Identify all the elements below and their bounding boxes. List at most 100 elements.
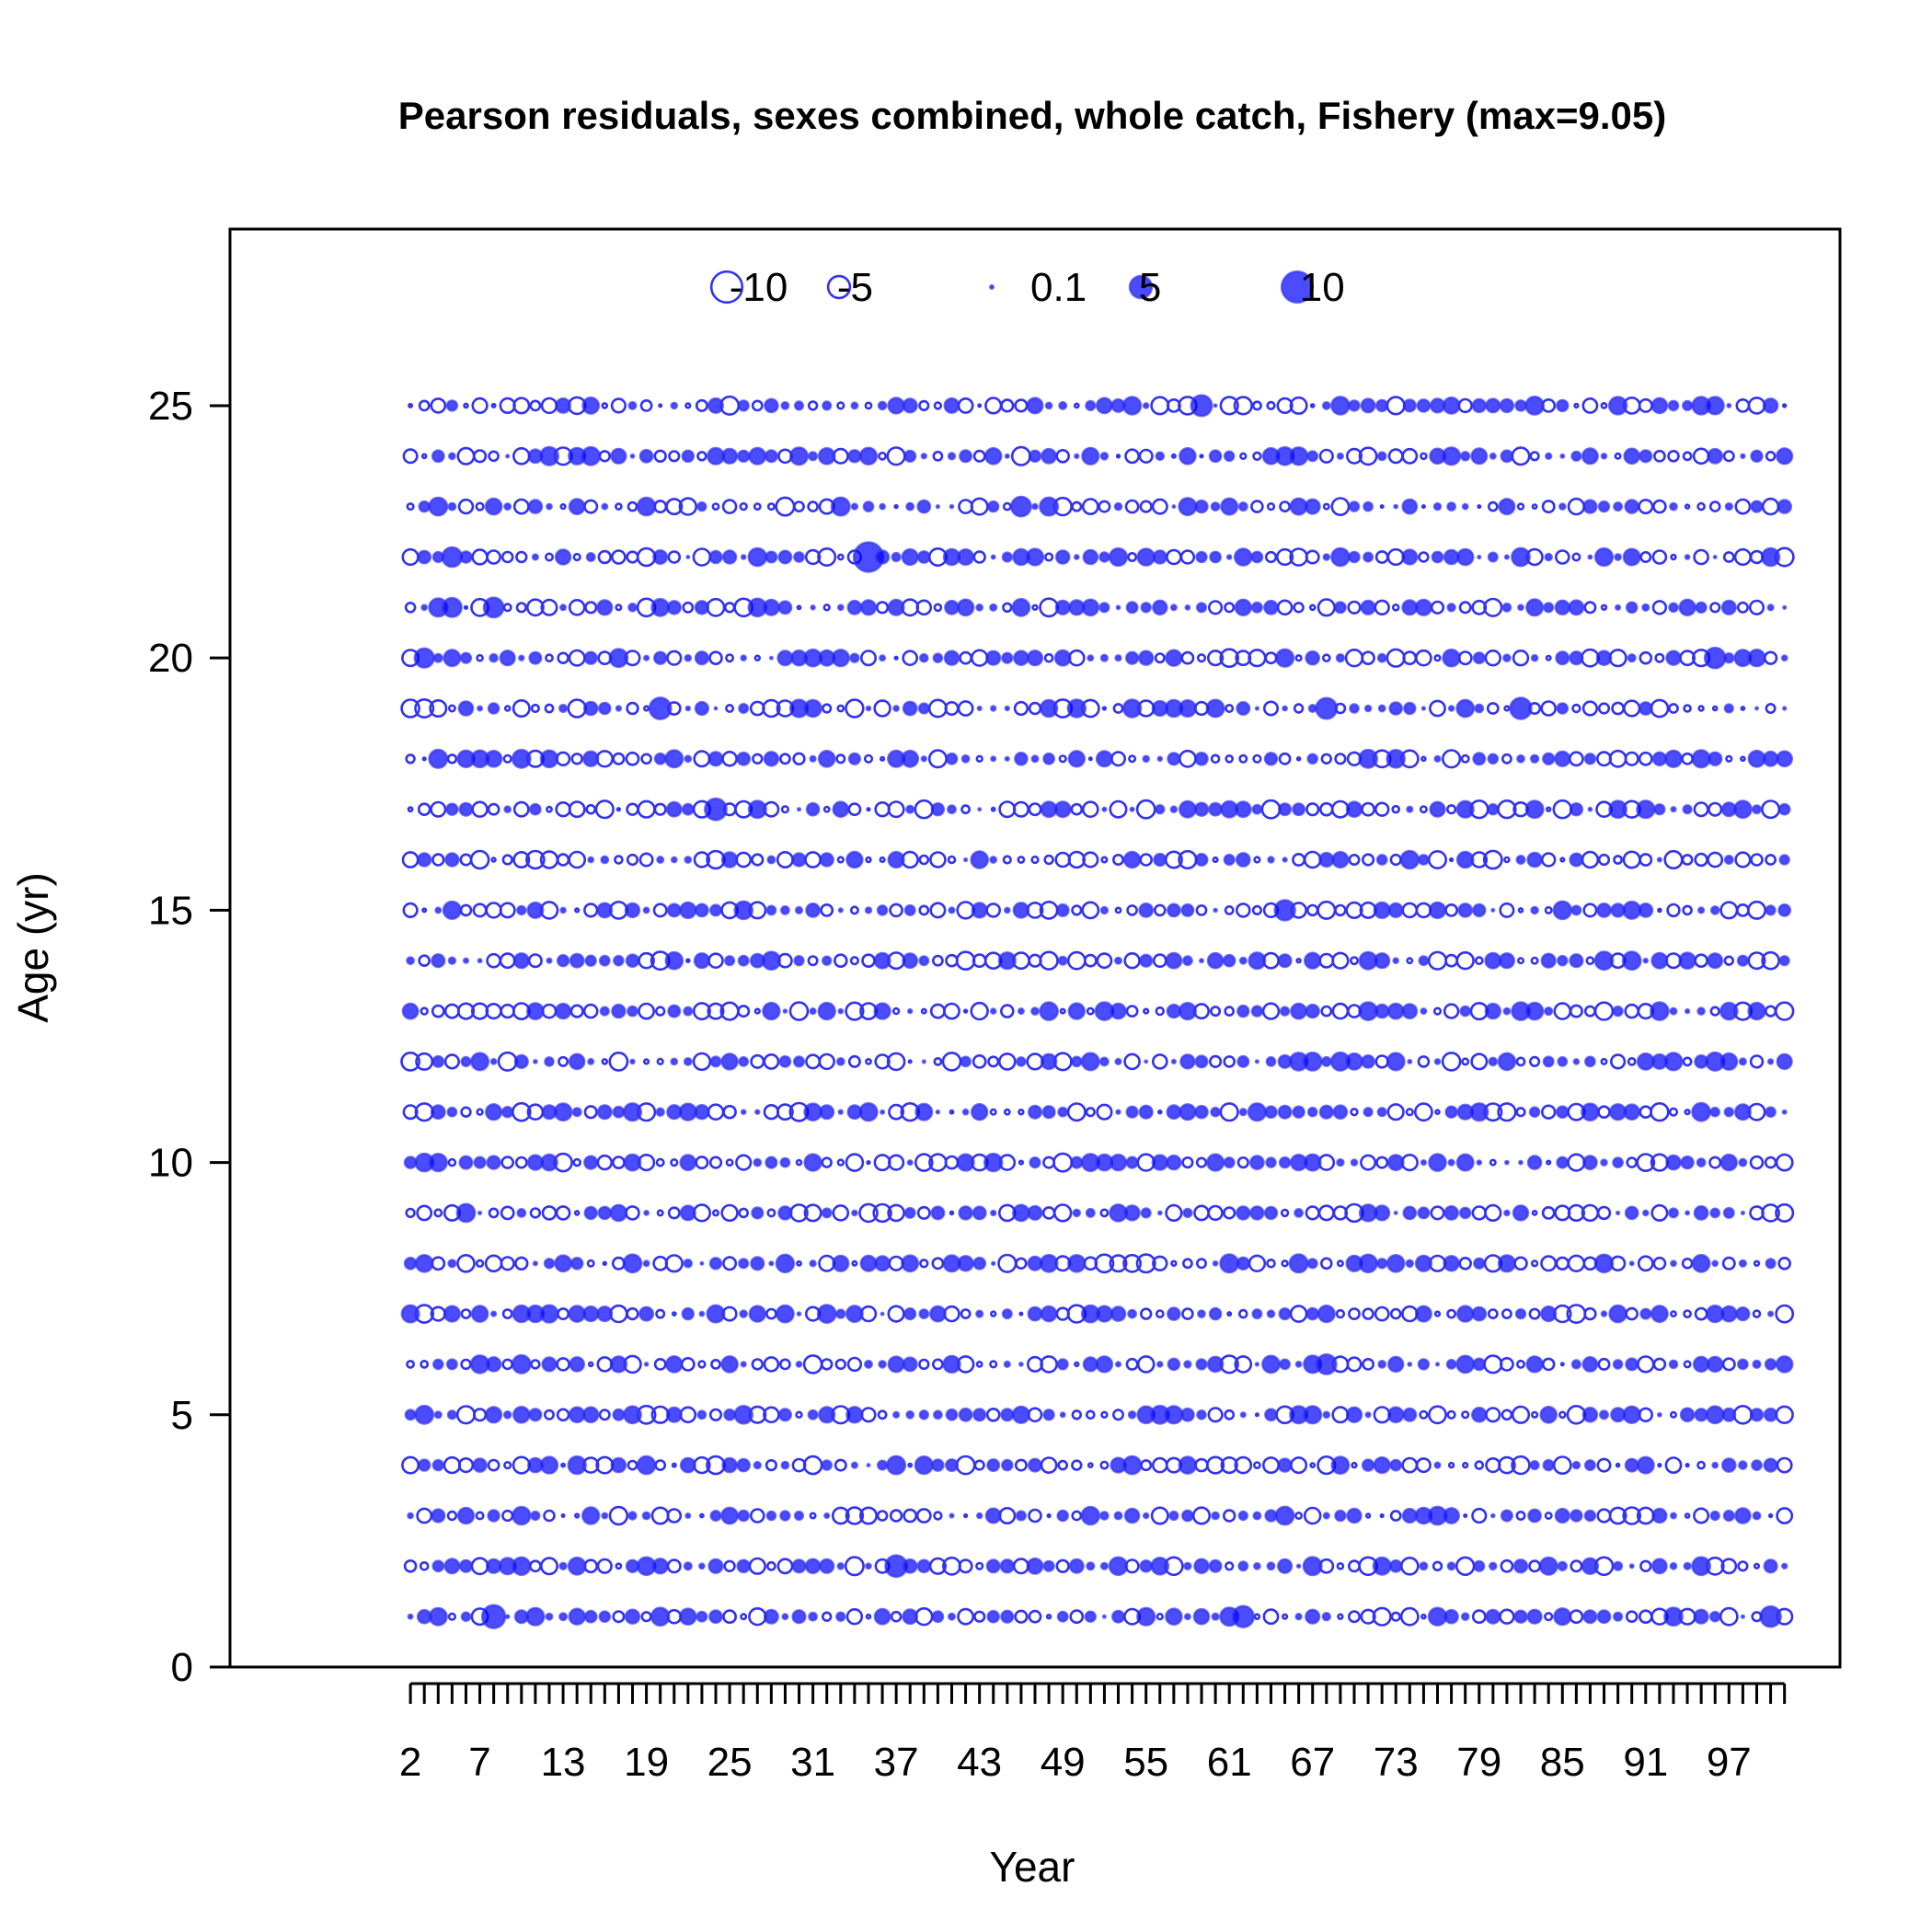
residual-bubble [512, 1406, 531, 1424]
residual-bubble [1399, 849, 1420, 870]
residual-bubble [1253, 1461, 1261, 1469]
residual-bubble [1236, 1156, 1249, 1169]
residual-bubble [751, 1206, 765, 1220]
residual-bubble [803, 1102, 822, 1121]
residual-bubble [1264, 1105, 1278, 1119]
residual-bubble [780, 1460, 790, 1470]
residual-bubble [1642, 1209, 1650, 1217]
residual-bubble [1639, 650, 1653, 665]
residual-bubble [1320, 753, 1333, 765]
residual-bubble [1000, 398, 1015, 413]
residual-bubble [1472, 752, 1487, 766]
residual-bubble [1018, 1311, 1024, 1317]
residual-bubble [739, 1309, 749, 1318]
residual-bubble [1703, 646, 1727, 670]
residual-bubble [1583, 753, 1597, 765]
residual-bubble [962, 1008, 969, 1014]
residual-bubble [765, 550, 778, 564]
residual-bubble [779, 753, 791, 765]
residual-bubble [1208, 1054, 1223, 1068]
residual-bubble [1514, 1307, 1527, 1320]
residual-bubble [445, 399, 459, 412]
residual-bubble [986, 1458, 1001, 1473]
residual-bubble [948, 1612, 957, 1621]
residual-bubble [903, 1508, 918, 1524]
residual-bubble [1110, 1002, 1127, 1020]
residual-bubble [459, 651, 473, 664]
residual-bubble [1375, 1258, 1388, 1270]
residual-bubble [1740, 1614, 1745, 1619]
residual-bubble [601, 502, 609, 511]
residual-bubble [1126, 904, 1138, 916]
residual-bubble [819, 1104, 835, 1121]
residual-bubble [973, 1610, 986, 1623]
residual-bubble [1781, 706, 1788, 711]
residual-bubble [559, 906, 567, 914]
residual-bubble [1224, 905, 1235, 915]
residual-bubble [624, 1608, 641, 1625]
residual-bubble [1552, 1455, 1572, 1476]
residual-bubble [1195, 1156, 1208, 1168]
residual-bubble [1012, 902, 1030, 919]
residual-bubble [720, 1355, 739, 1374]
residual-bubble [1625, 1357, 1639, 1372]
residual-bubble [1294, 1361, 1303, 1368]
residual-bubble [1500, 1357, 1514, 1372]
residual-bubble [1086, 1409, 1096, 1420]
residual-bubble [1498, 498, 1516, 516]
residual-bubble [1748, 599, 1765, 615]
residual-bubble [918, 652, 929, 663]
residual-bubble [836, 1158, 845, 1167]
residual-bubble [777, 1408, 793, 1422]
residual-bubble [598, 450, 611, 463]
residual-bubble [1223, 853, 1236, 867]
residual-bubble [1668, 1107, 1679, 1117]
residual-bubble [1570, 450, 1582, 462]
residual-bubble [671, 1311, 677, 1317]
residual-bubble [1143, 1007, 1150, 1015]
residual-bubble [1295, 1563, 1302, 1570]
residual-bubble [1042, 1559, 1055, 1572]
residual-bubble [431, 1358, 444, 1371]
residual-bubble [1434, 1109, 1441, 1115]
residual-bubble [568, 498, 586, 516]
residual-bubble [970, 850, 989, 869]
residual-bubble [735, 1154, 753, 1171]
residual-bubble [559, 502, 567, 511]
residual-bubble [1511, 446, 1531, 466]
residual-bubble [1166, 1003, 1182, 1019]
residual-bubble [1517, 957, 1525, 965]
residual-bubble [975, 1361, 983, 1368]
residual-bubble [678, 1102, 697, 1121]
residual-bubble [1596, 1609, 1612, 1625]
residual-bubble [1670, 1410, 1678, 1419]
residual-bubble [1264, 1408, 1278, 1422]
residual-bubble [1156, 1210, 1163, 1216]
residual-bubble [1433, 1310, 1442, 1317]
residual-bubble [1684, 1109, 1691, 1116]
residual-bubble [807, 1409, 819, 1420]
residual-bubble [1027, 1204, 1043, 1221]
residual-bubble [1707, 952, 1724, 970]
residual-bubble [1099, 1511, 1110, 1521]
residual-bubble [845, 1305, 864, 1324]
residual-bubble [1124, 499, 1140, 514]
residual-bubble [666, 1558, 682, 1574]
legend-symbol [1128, 274, 1154, 300]
residual-bubble [1139, 500, 1153, 513]
residual-bubble [1691, 1101, 1712, 1122]
residual-bubble [876, 1510, 889, 1522]
residual-bubble [1469, 1102, 1489, 1122]
residual-bubble [1736, 954, 1749, 967]
residual-bubble [1040, 1456, 1058, 1475]
residual-bubble [1762, 750, 1779, 767]
residual-bubble [1028, 1457, 1043, 1473]
residual-bubble [420, 1360, 430, 1369]
residual-bubble [725, 653, 735, 663]
residual-bubble [1360, 1608, 1376, 1625]
residual-bubble [443, 1053, 461, 1070]
residual-bubble [1723, 1106, 1735, 1118]
residual-bubble [845, 698, 865, 719]
residual-bubble [457, 700, 475, 717]
residual-bubble [512, 952, 530, 970]
